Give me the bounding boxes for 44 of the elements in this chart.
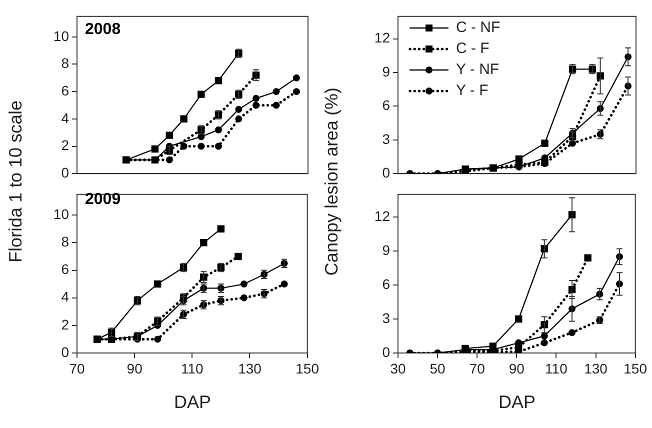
y-axis-title: Florida 1 to 10 scale xyxy=(6,99,26,265)
chart-title: 2008 xyxy=(85,21,121,39)
x-tick-label: 50 xyxy=(430,360,446,376)
y-tick-label: 2 xyxy=(61,316,70,332)
y-tick-label: 3 xyxy=(382,310,390,326)
x-axis-title: DAP xyxy=(497,392,536,413)
x-tick-label: 90 xyxy=(126,360,143,376)
y-tick-label: 4 xyxy=(61,110,70,126)
y-tick-label: 6 xyxy=(382,276,390,292)
x-tick-label: 70 xyxy=(69,360,85,376)
y-tick-label: 12 xyxy=(374,208,390,224)
x-tick-label: 150 xyxy=(624,360,648,376)
x-tick-label: 90 xyxy=(508,360,525,376)
x-tick-label: 110 xyxy=(180,360,204,376)
y-tick-label: 3 xyxy=(382,130,390,147)
legend-label: Y - F xyxy=(456,82,488,99)
y-tick-label: 8 xyxy=(61,234,70,250)
y-tick-label: 0 xyxy=(61,164,70,180)
x-tick-label: 110 xyxy=(545,360,568,376)
y-tick-label: 4 xyxy=(61,288,70,305)
legend-label: C - F xyxy=(456,40,490,57)
legend-label: Y - NF xyxy=(456,61,500,78)
y-tick-label: 9 xyxy=(382,242,390,258)
y-tick-label: 0 xyxy=(382,164,390,180)
y-tick-label: 10 xyxy=(53,28,70,44)
y-tick-label: 9 xyxy=(382,63,390,80)
x-tick-label: 70 xyxy=(469,360,486,376)
x-tick-label: 130 xyxy=(584,360,608,376)
y-tick-label: 0 xyxy=(61,344,70,360)
y-tick-label: 6 xyxy=(382,97,390,114)
y-axis-title: Canopy lesion area (%) xyxy=(322,86,342,278)
y-tick-label: 0 xyxy=(382,344,390,360)
x-tick-label: 30 xyxy=(390,360,406,376)
y-tick-label: 8 xyxy=(61,55,70,72)
legend-label: C - NF xyxy=(456,19,500,36)
chart-title: 2009 xyxy=(85,191,121,209)
y-tick-label: 6 xyxy=(61,82,70,98)
y-tick-label: 10 xyxy=(53,206,70,222)
y-tick-label: 2 xyxy=(61,137,70,154)
x-axis-title: DAP xyxy=(172,392,212,413)
y-tick-label: 12 xyxy=(374,30,390,46)
x-tick-label: 130 xyxy=(238,360,262,376)
y-tick-label: 6 xyxy=(61,261,70,278)
x-tick-label: 150 xyxy=(296,360,320,376)
